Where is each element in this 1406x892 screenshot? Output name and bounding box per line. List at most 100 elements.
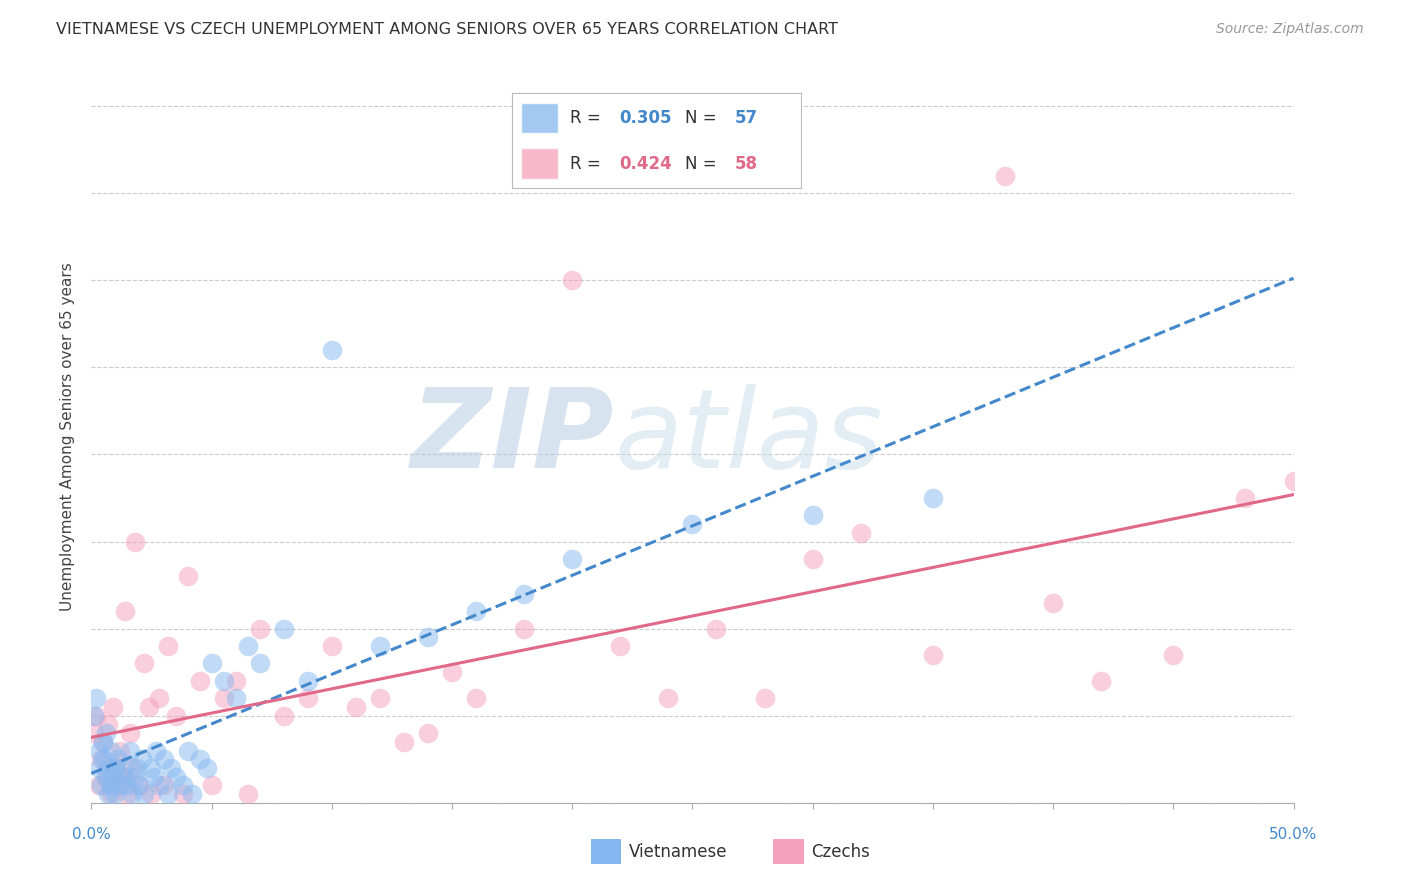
Point [121, 787, 143, 801]
Point [1282, 474, 1305, 488]
Text: R =: R = [569, 154, 606, 173]
Point [111, 770, 134, 784]
Point [141, 761, 163, 775]
Point [801, 508, 824, 523]
Point [124, 534, 146, 549]
Point [125, 761, 148, 775]
Point [212, 673, 235, 688]
Point [110, 743, 132, 757]
Point [157, 787, 180, 801]
Point [111, 770, 134, 784]
Point [83, 708, 105, 723]
Text: 0.424: 0.424 [619, 154, 672, 173]
Point [134, 787, 156, 801]
Point [97, 787, 120, 801]
Point [1161, 648, 1184, 662]
Point [101, 770, 124, 784]
Point [87, 761, 110, 775]
Point [344, 700, 367, 714]
Point [273, 622, 295, 636]
Point [134, 657, 156, 671]
Point [104, 761, 127, 775]
Point [657, 691, 679, 706]
Point [273, 708, 295, 723]
Point [176, 569, 198, 583]
Point [513, 622, 536, 636]
Point [94, 726, 117, 740]
Point [128, 778, 150, 792]
Point [368, 691, 391, 706]
Point [249, 622, 271, 636]
Point [152, 778, 174, 792]
Point [392, 735, 415, 749]
Point [1042, 595, 1064, 609]
Point [195, 761, 218, 775]
Point [465, 604, 488, 618]
Text: Source: ZipAtlas.com: Source: ZipAtlas.com [1216, 22, 1364, 37]
Point [1234, 491, 1257, 505]
Point [148, 778, 170, 792]
Point [236, 787, 259, 801]
Text: 57: 57 [734, 109, 758, 127]
Point [138, 700, 160, 714]
Point [201, 778, 224, 792]
FancyBboxPatch shape [520, 148, 558, 179]
Point [297, 673, 319, 688]
Point [104, 787, 127, 801]
Text: Czechs: Czechs [811, 843, 870, 861]
Point [754, 691, 776, 706]
Point [994, 169, 1017, 183]
Point [114, 761, 136, 775]
Point [114, 604, 136, 618]
Point [681, 517, 703, 532]
Point [368, 639, 391, 653]
Point [152, 752, 174, 766]
Point [94, 770, 117, 784]
Point [201, 657, 224, 671]
Y-axis label: Unemployment Among Seniors over 65 years: Unemployment Among Seniors over 65 years [59, 263, 75, 611]
Point [922, 648, 945, 662]
Text: N =: N = [685, 109, 723, 127]
Text: atlas: atlas [614, 384, 883, 491]
Point [159, 761, 181, 775]
Point [165, 770, 187, 784]
Point [1090, 673, 1112, 688]
Point [561, 552, 583, 566]
Point [849, 525, 872, 540]
Point [321, 343, 343, 357]
Point [83, 726, 105, 740]
Point [561, 273, 583, 287]
Text: 0.0%: 0.0% [72, 827, 111, 841]
Text: 0.305: 0.305 [619, 109, 672, 127]
Point [236, 639, 259, 653]
Point [321, 639, 343, 653]
Text: 50.0%: 50.0% [1270, 827, 1317, 841]
Point [165, 708, 187, 723]
Point [117, 787, 139, 801]
Point [84, 691, 107, 706]
Point [100, 743, 122, 757]
Point [225, 673, 247, 688]
Point [118, 743, 141, 757]
Point [93, 752, 115, 766]
Point [142, 770, 165, 784]
Point [181, 787, 204, 801]
Point [97, 717, 120, 731]
Point [801, 552, 824, 566]
Text: N =: N = [685, 154, 723, 173]
Point [249, 657, 271, 671]
Point [188, 752, 211, 766]
Point [212, 691, 235, 706]
Point [104, 761, 127, 775]
Text: Vietnamese: Vietnamese [628, 843, 727, 861]
Point [90, 778, 112, 792]
Point [117, 778, 139, 792]
Text: VIETNAMESE VS CZECH UNEMPLOYMENT AMONG SENIORS OVER 65 YEARS CORRELATION CHART: VIETNAMESE VS CZECH UNEMPLOYMENT AMONG S… [56, 22, 838, 37]
Point [90, 752, 112, 766]
Point [107, 752, 129, 766]
Point [110, 778, 132, 792]
Point [513, 587, 536, 601]
Point [94, 770, 117, 784]
Point [145, 743, 167, 757]
Point [225, 691, 247, 706]
